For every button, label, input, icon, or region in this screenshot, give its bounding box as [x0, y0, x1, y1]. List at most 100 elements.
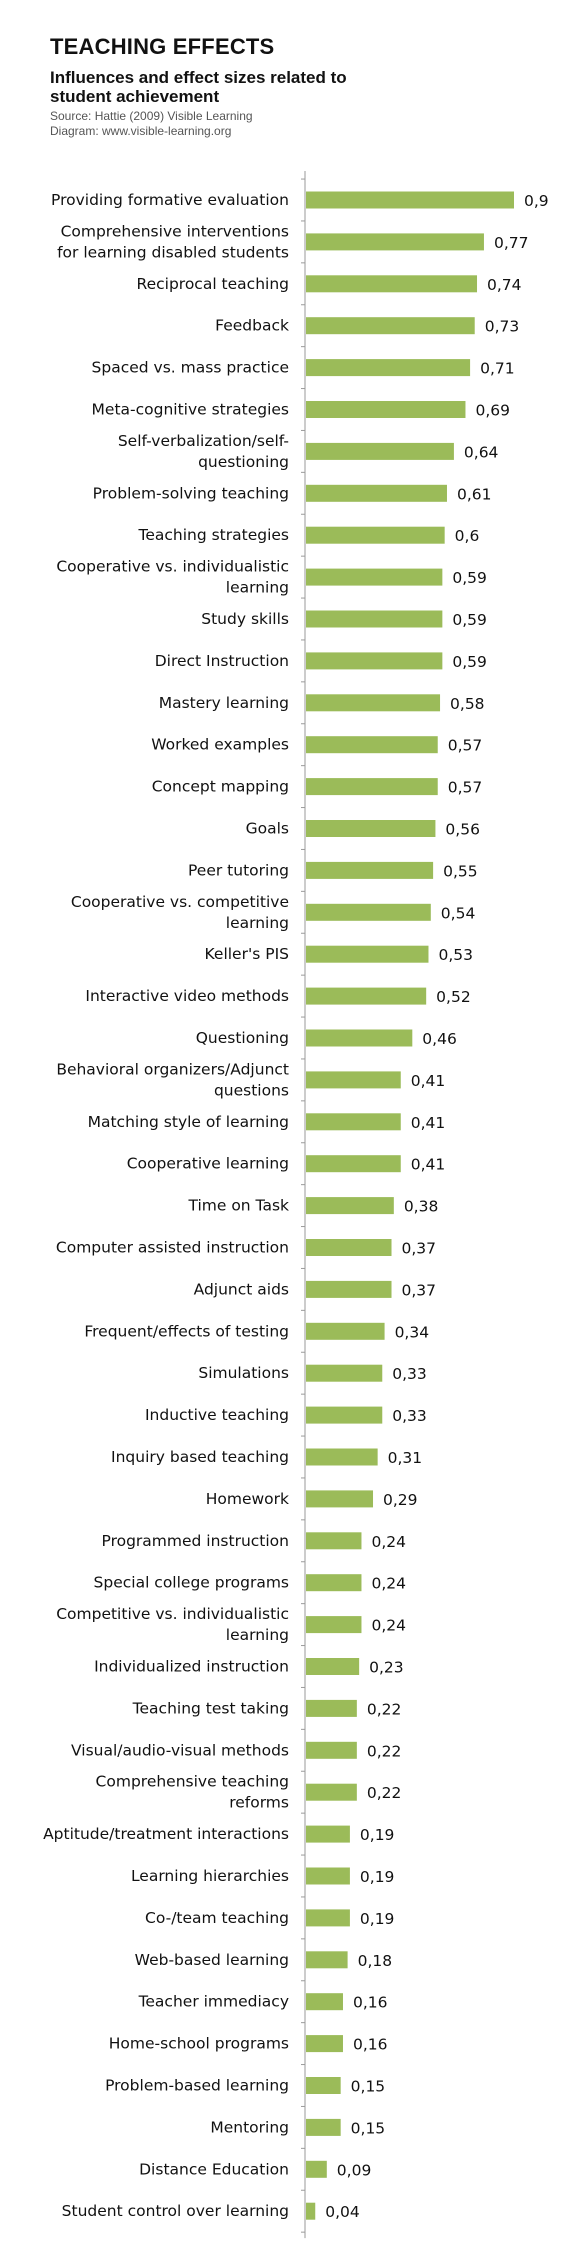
value-label: 0,59 [452, 611, 487, 629]
bar [306, 1658, 360, 1675]
category-label-line: Spaced vs. mass practice [92, 359, 289, 377]
value-label: 0,59 [452, 569, 487, 587]
bar [306, 1239, 392, 1256]
category-label-line: Adjunct aids [194, 1280, 289, 1298]
category-label: Comprehensive teaching reforms [96, 1773, 289, 1812]
category-label-line: Direct Instruction [155, 652, 289, 670]
category-label: Teaching strategies [137, 526, 289, 544]
category-label: Problem-solving teaching [93, 484, 289, 502]
category-label: Home-school programs [109, 2035, 289, 2053]
category-label: Competitive vs. individualistic learning [56, 1605, 289, 1644]
category-label-line: Teaching test taking [132, 1699, 289, 1717]
category-label-line: Concept mapping [152, 778, 289, 796]
value-label: 0,33 [392, 1365, 427, 1383]
category-label: Cooperative vs. individualistic learning [56, 558, 289, 597]
category-label-line: Keller's PIS [205, 945, 289, 963]
category-label: Direct Instruction [155, 652, 289, 670]
value-label: 0,55 [443, 862, 478, 880]
bar [306, 610, 443, 628]
bar [306, 484, 447, 502]
bar [306, 1574, 362, 1592]
bar [306, 2202, 316, 2220]
category-label-line: Mentoring [210, 2118, 289, 2136]
value-label: 0,53 [438, 946, 473, 964]
value-label: 0,73 [485, 318, 520, 336]
category-label: Inductive teaching [145, 1406, 289, 1424]
category-label-line: Homework [206, 1490, 289, 1508]
category-label-line: Behavioral organizers/Adjunct [56, 1060, 289, 1078]
category-labels: Providing formative evaluation Comprehens… [43, 191, 289, 2220]
value-label: 0,24 [371, 1617, 406, 1635]
category-label-line: Study skills [201, 610, 289, 628]
category-label: Goals [246, 820, 289, 838]
bar [306, 401, 466, 418]
value-label: 0,46 [422, 1030, 457, 1048]
chart-title: TEACHING EFFECTS [50, 34, 275, 59]
category-label: Time on Task [187, 1197, 289, 1215]
category-label-line: Learning hierarchies [131, 1867, 289, 1885]
bar [306, 2035, 343, 2053]
category-label: Feedback [215, 317, 289, 335]
bar [306, 652, 443, 670]
category-label-line: Cooperative vs. individualistic [56, 558, 289, 576]
category-label: Concept mapping [152, 778, 289, 796]
value-label: 0,9 [524, 192, 549, 210]
bar [306, 317, 475, 335]
category-label: Frequent/effects of testing [84, 1322, 289, 1340]
category-label-line: Programmed instruction [102, 1532, 290, 1550]
category-label-line: Interactive video methods [85, 987, 289, 1005]
category-label-line: Mastery learning [159, 694, 289, 712]
bar [306, 861, 434, 879]
category-label: Co-/team teaching [145, 1909, 289, 1927]
value-label: 0,15 [351, 2078, 386, 2096]
value-label: 0,19 [360, 1868, 395, 1886]
bar [306, 778, 438, 796]
bar [306, 233, 484, 251]
bar [306, 1741, 357, 1759]
category-label-line: Goals [246, 820, 289, 838]
bar [306, 2118, 341, 2136]
category-label: Study skills [201, 610, 289, 628]
bar [306, 1909, 350, 1927]
value-label: 0,71 [480, 360, 515, 378]
category-label-line: Frequent/effects of testing [84, 1322, 289, 1340]
bar [306, 2160, 327, 2178]
category-label: Distance Education [139, 2160, 289, 2178]
category-label-line: Questioning [196, 1029, 289, 1047]
category-label: Teacher immediacy [138, 1993, 289, 2011]
category-label-line: Special college programs [94, 1574, 289, 1592]
bar [306, 1364, 383, 1382]
category-label: Comprehensive interventions for learning … [57, 222, 289, 261]
category-label-line: Distance Education [139, 2160, 289, 2178]
category-label: Learning hierarchies [131, 1867, 289, 1885]
value-label: 0,77 [494, 234, 529, 252]
category-label-line: Meta-cognitive strategies [92, 401, 289, 419]
bar [306, 1490, 374, 1508]
category-label: Visual/audio-visual methods [71, 1741, 289, 1759]
category-label: Reciprocal teaching [137, 275, 289, 293]
category-label: Aptitude/treatment interactions [43, 1825, 289, 1843]
bars-layer [306, 191, 514, 2220]
value-label: 0,19 [360, 1826, 395, 1844]
category-label-line: Aptitude/treatment interactions [43, 1825, 289, 1843]
diagram-url: Diagram: www.visible-learning.org [50, 124, 232, 138]
category-label-line: Self-verbalization/self- [118, 432, 289, 450]
value-label: 0,24 [371, 1575, 406, 1593]
category-label: Providing formative evaluation [51, 191, 289, 209]
value-label: 0,38 [404, 1198, 439, 1216]
category-label: Adjunct aids [194, 1280, 289, 1298]
bar [306, 1616, 362, 1634]
category-label: Keller's PIS [205, 945, 289, 963]
category-label: Cooperative vs. competitive learning [71, 893, 289, 932]
value-label: 0,52 [436, 988, 471, 1006]
value-label: 0,41 [411, 1114, 446, 1132]
category-label-line: learning [226, 579, 289, 597]
bar [306, 945, 429, 963]
bar [306, 2077, 341, 2094]
value-label: 0,54 [441, 904, 476, 922]
value-label: 0,19 [360, 1910, 395, 1928]
category-label-line: Teacher immediacy [138, 1993, 289, 2011]
category-label: Worked examples [151, 736, 289, 754]
bar [306, 1071, 401, 1089]
category-label: Simulations [198, 1364, 289, 1382]
